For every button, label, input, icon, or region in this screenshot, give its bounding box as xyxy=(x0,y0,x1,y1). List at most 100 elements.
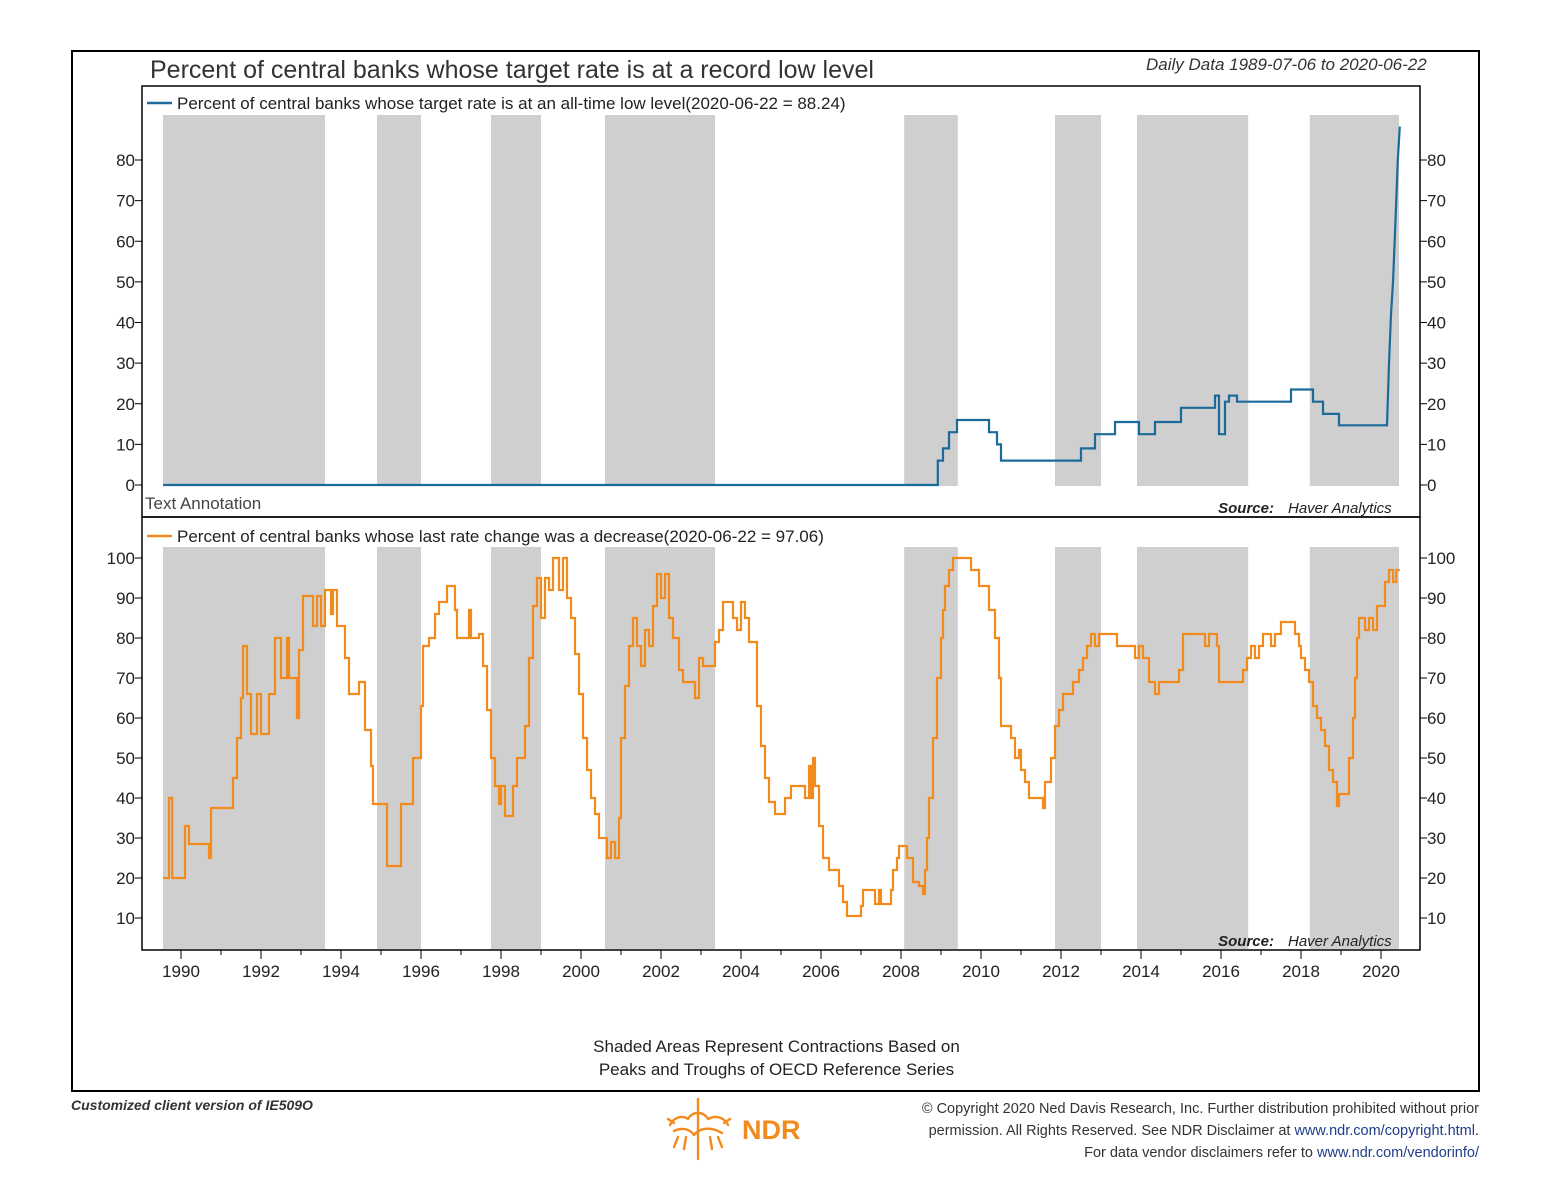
contraction-band xyxy=(1137,115,1249,486)
y-tick-label-left: 10 xyxy=(116,435,135,454)
x-tick-label: 2004 xyxy=(722,962,760,981)
y-tick-label-right: 80 xyxy=(1427,629,1446,648)
x-tick-label: 1990 xyxy=(162,962,200,981)
contraction-band xyxy=(1137,547,1249,949)
y-tick-label-left: 0 xyxy=(126,476,135,495)
y-tick-label-right: 30 xyxy=(1427,354,1446,373)
y-tick-label-right: 100 xyxy=(1427,549,1455,568)
record-low-rate-line xyxy=(163,126,1401,487)
y-tick-label-left: 20 xyxy=(116,869,135,888)
y-tick-label-left: 90 xyxy=(116,589,135,608)
y-tick-label-right: 40 xyxy=(1427,314,1446,333)
y-tick-label-left: 30 xyxy=(116,354,135,373)
contraction-band xyxy=(377,115,421,486)
y-tick-label-right: 60 xyxy=(1427,232,1446,251)
contraction-band xyxy=(1055,115,1101,486)
contraction-band xyxy=(1309,547,1399,949)
y-tick-label-left: 10 xyxy=(116,909,135,928)
y-tick-label-left: 30 xyxy=(116,829,135,848)
x-tick-label: 2018 xyxy=(1282,962,1320,981)
y-tick-label-right: 50 xyxy=(1427,273,1446,292)
y-tick-label-right: 40 xyxy=(1427,789,1446,808)
contraction-band xyxy=(904,115,958,486)
chart-frame xyxy=(71,50,1480,1092)
shading-footnote-line2: Peaks and Troughs of OECD Reference Seri… xyxy=(598,1060,955,1079)
x-tick-label: 2012 xyxy=(1042,962,1080,981)
x-tick-label: 2014 xyxy=(1122,962,1160,981)
contraction-band xyxy=(904,547,958,949)
y-tick-label-left: 40 xyxy=(116,314,135,333)
shading-footnote-line1: Shaded Areas Represent Contractions Base… xyxy=(593,1037,960,1056)
series-lines xyxy=(163,126,1401,918)
y-tick-label-left: 70 xyxy=(116,192,135,211)
y-tick-label-right: 10 xyxy=(1427,435,1446,454)
rate-decrease-line xyxy=(163,556,1400,918)
y-tick-label-right: 10 xyxy=(1427,909,1446,928)
x-tick-label: 2008 xyxy=(882,962,920,981)
contraction-shading xyxy=(163,115,1399,949)
contraction-band xyxy=(1309,115,1399,486)
y-tick-label-right: 90 xyxy=(1427,589,1446,608)
copyright-link[interactable]: www.ndr.com/copyright.html xyxy=(1294,1123,1475,1139)
bottom-source-label: Source: xyxy=(1218,933,1274,950)
x-tick-label: 2010 xyxy=(962,962,1000,981)
text-annotation: Text Annotation xyxy=(145,494,261,513)
panel-borders xyxy=(141,85,1421,951)
y-tick-label-left: 80 xyxy=(116,629,135,648)
x-tick-label: 2020 xyxy=(1362,962,1400,981)
copyright-line3-text: For data vendor disclaimers refer to xyxy=(1084,1145,1313,1161)
y-tick-label-left: 50 xyxy=(116,749,135,768)
top-source: Haver Analytics xyxy=(1288,500,1392,517)
shading-footnote: Shaded Areas Represent Contractions Base… xyxy=(0,1035,1553,1081)
contraction-band xyxy=(163,547,325,949)
bottom-source: Haver Analytics xyxy=(1288,933,1392,950)
contraction-band xyxy=(605,115,715,486)
y-tick-label-right: 0 xyxy=(1427,476,1436,495)
contraction-band xyxy=(491,115,541,486)
y-tick-label-left: 60 xyxy=(116,232,135,251)
copyright-line2-text: permission. All Rights Reserved. See NDR… xyxy=(928,1123,1291,1139)
y-tick-label-right: 60 xyxy=(1427,709,1446,728)
vendorinfo-link[interactable]: www.ndr.com/vendorinfo/ xyxy=(1317,1145,1479,1161)
y-tick-label-right: 70 xyxy=(1427,192,1446,211)
y-tick-label-right: 30 xyxy=(1427,829,1446,848)
top-source-label: Source: xyxy=(1218,500,1274,517)
copyright-line2: permission. All Rights Reserved. See NDR… xyxy=(922,1120,1479,1142)
x-tick-label: 1998 xyxy=(482,962,520,981)
y-tick-label-left: 50 xyxy=(116,273,135,292)
y-tick-label-left: 20 xyxy=(116,395,135,414)
y-tick-label-right: 20 xyxy=(1427,395,1446,414)
y-tick-label-right: 20 xyxy=(1427,869,1446,888)
contraction-band xyxy=(163,115,325,486)
y-tick-label-left: 60 xyxy=(116,709,135,728)
x-tick-label: 1992 xyxy=(242,962,280,981)
y-tick-label-left: 70 xyxy=(116,669,135,688)
x-tick-label: 2016 xyxy=(1202,962,1240,981)
x-tick-label: 2002 xyxy=(642,962,680,981)
chart-title: Percent of central banks whose target ra… xyxy=(150,56,874,84)
y-tick-label-right: 70 xyxy=(1427,669,1446,688)
bottom-panel-border xyxy=(141,516,1421,951)
copyright-notice: © Copyright 2020 Ned Davis Research, Inc… xyxy=(922,1098,1479,1164)
x-tick-label: 1996 xyxy=(402,962,440,981)
copyright-line2-end: . xyxy=(1474,1123,1479,1139)
bull-bear-logo-icon xyxy=(666,1097,732,1161)
customized-version-note: Customized client version of IE509O xyxy=(71,1097,313,1113)
contraction-band xyxy=(605,547,715,949)
y-tick-label-left: 80 xyxy=(116,151,135,170)
axis-ticks xyxy=(135,159,1427,959)
x-tick-label: 1994 xyxy=(322,962,360,981)
y-tick-label-right: 80 xyxy=(1427,151,1446,170)
contraction-band xyxy=(377,547,421,949)
top-legend: Percent of central banks whose target ra… xyxy=(177,94,846,113)
copyright-line3: For data vendor disclaimers refer to www… xyxy=(922,1142,1479,1164)
contraction-band xyxy=(1055,547,1101,949)
y-tick-label-left: 40 xyxy=(116,789,135,808)
y-tick-label-left: 100 xyxy=(107,549,135,568)
ndr-logo-text: NDR xyxy=(742,1115,801,1145)
x-tick-label: 2000 xyxy=(562,962,600,981)
copyright-line1: © Copyright 2020 Ned Davis Research, Inc… xyxy=(921,1101,1479,1117)
x-tick-label: 2006 xyxy=(802,962,840,981)
